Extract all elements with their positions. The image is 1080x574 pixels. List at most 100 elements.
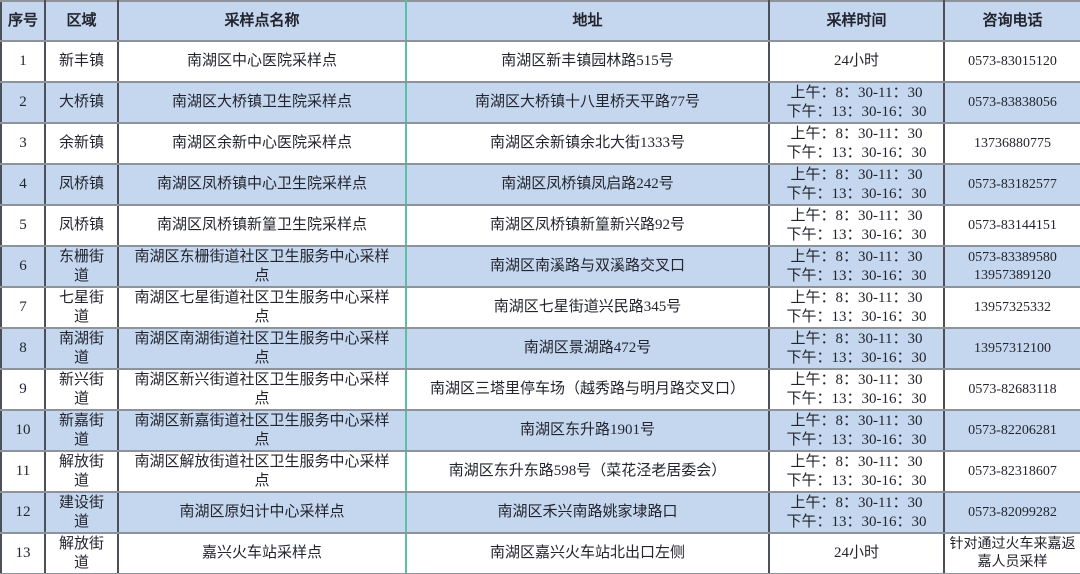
cell-time: 上午：8：30-11：30 下午：13：30-16：30	[768, 368, 945, 411]
cell-phone: 0573-83182577	[943, 163, 1080, 206]
table-row: 3 余新镇 南湖区余新中心医院采样点 南湖区余新镇余北大街1333号 上午：8：30-1…	[0, 122, 1080, 165]
cell-area: 东栅街道	[44, 245, 119, 288]
cell-area: 新兴街道	[44, 368, 119, 411]
cell-time: 上午：8：30-11：30 下午：13：30-16：30	[768, 163, 945, 206]
cell-line: 上午：8：30-11：30	[790, 85, 923, 102]
table-row: 7 七星街道 南湖区七星街道社区卫生服务中心采样点 南湖区七星街道兴民路345号 上午：…	[0, 286, 1080, 329]
cell-no: 1	[0, 40, 46, 83]
cell-phone: 0573-83144151	[943, 204, 1080, 247]
header-row: 序号 区域 采样点名称 地址 采样时间 咨询电话	[0, 0, 1080, 42]
cell-address: 南湖区余新镇余北大街1333号	[405, 122, 770, 165]
cell-phone: 0573-83015120	[943, 40, 1080, 83]
cell-area: 余新镇	[44, 122, 119, 165]
cell-line: 上午：8：30-11：30	[790, 413, 923, 430]
cell-name: 南湖区新嘉街道社区卫生服务中心采样点	[117, 409, 407, 452]
cell-phone: 0573-83389580 13957389120	[943, 245, 1080, 288]
table-row: 4 凤桥镇 南湖区凤桥镇中心卫生院采样点 南湖区凤桥镇凤启路242号 上午：8：30-1…	[0, 163, 1080, 206]
cell-line: 上午：8：30-11：30	[790, 167, 923, 184]
header-area: 区域	[44, 0, 119, 42]
cell-name: 南湖区新兴街道社区卫生服务中心采样点	[117, 368, 407, 411]
cell-phone: 0573-82099282	[943, 491, 1080, 534]
cell-line: 下午：13：30-16：30	[786, 308, 927, 325]
table-header: 序号 区域 采样点名称 地址 采样时间 咨询电话	[0, 0, 1080, 42]
cell-line: 0573-83182577	[968, 176, 1057, 192]
cell-line: 13736880775	[974, 135, 1051, 151]
cell-no: 2	[0, 81, 46, 124]
cell-address: 南湖区南溪路与双溪路交叉口	[405, 245, 770, 288]
cell-line: 0573-82099282	[968, 504, 1057, 520]
table-row: 1 新丰镇 南湖区中心医院采样点 南湖区新丰镇园林路515号 24小时 0573-8301…	[0, 40, 1080, 83]
cell-address: 南湖区三塔里停车场（越秀路与明月路交叉口）	[405, 368, 770, 411]
cell-phone: 0573-82206281	[943, 409, 1080, 452]
cell-name: 南湖区东栅街道社区卫生服务中心采样点	[117, 245, 407, 288]
table-row: 10 新嘉街道 南湖区新嘉街道社区卫生服务中心采样点 南湖区东升路1901号 上午：8：…	[0, 409, 1080, 452]
cell-name: 南湖区凤桥镇新篁卫生院采样点	[117, 204, 407, 247]
cell-no: 7	[0, 286, 46, 329]
cell-line: 下午：13：30-16：30	[786, 349, 927, 366]
cell-name: 南湖区南湖街道社区卫生服务中心采样点	[117, 327, 407, 370]
cell-area: 解放街道	[44, 532, 119, 574]
cell-line: 24小时	[833, 545, 879, 562]
cell-time: 上午：8：30-11：30 下午：13：30-16：30	[768, 491, 945, 534]
cell-no: 11	[0, 450, 46, 493]
cell-address: 南湖区景湖路472号	[405, 327, 770, 370]
cell-time: 上午：8：30-11：30 下午：13：30-16：30	[768, 409, 945, 452]
cell-time: 上午：8：30-11：30 下午：13：30-16：30	[768, 81, 945, 124]
header-phone: 咨询电话	[943, 0, 1080, 42]
table-row: 5 凤桥镇 南湖区凤桥镇新篁卫生院采样点 南湖区凤桥镇新篁新兴路92号 上午：8：30-…	[0, 204, 1080, 247]
cell-time: 24小时	[768, 40, 945, 83]
cell-line: 上午：8：30-11：30	[790, 249, 923, 266]
cell-phone: 0573-83838056	[943, 81, 1080, 124]
cell-area: 建设街道	[44, 491, 119, 534]
cell-time: 上午：8：30-11：30 下午：13：30-16：30	[768, 204, 945, 247]
cell-name: 南湖区大桥镇卫生院采样点	[117, 81, 407, 124]
cell-name: 南湖区中心医院采样点	[117, 40, 407, 83]
cell-line: 下午：13：30-16：30	[786, 472, 927, 489]
cell-phone: 0573-82683118	[943, 368, 1080, 411]
table-body: 1 新丰镇 南湖区中心医院采样点 南湖区新丰镇园林路515号 24小时 0573-8301…	[0, 40, 1080, 574]
cell-time: 24小时	[768, 532, 945, 574]
cell-address: 南湖区东升东路598号（菜花泾老居委会）	[405, 450, 770, 493]
cell-area: 解放街道	[44, 450, 119, 493]
cell-line: 下午：13：30-16：30	[786, 390, 927, 407]
cell-time: 上午：8：30-11：30 下午：13：30-16：30	[768, 286, 945, 329]
cell-time: 上午：8：30-11：30 下午：13：30-16：30	[768, 327, 945, 370]
cell-line: 下午：13：30-16：30	[786, 226, 927, 243]
cell-phone: 13736880775	[943, 122, 1080, 165]
table-row: 13 解放街道 嘉兴火车站采样点 南湖区嘉兴火车站北出口左侧 24小时 针对通过火车来嘉返…	[0, 532, 1080, 574]
cell-line: 0573-83015120	[968, 53, 1057, 69]
table-row: 2 大桥镇 南湖区大桥镇卫生院采样点 南湖区大桥镇十八里桥天平路77号 上午：8：30-…	[0, 81, 1080, 124]
cell-line: 下午：13：30-16：30	[786, 103, 927, 120]
cell-area: 凤桥镇	[44, 163, 119, 206]
cell-area: 新嘉街道	[44, 409, 119, 452]
cell-name: 南湖区七星街道社区卫生服务中心采样点	[117, 286, 407, 329]
cell-area: 大桥镇	[44, 81, 119, 124]
cell-line: 上午：8：30-11：30	[790, 454, 923, 471]
cell-no: 12	[0, 491, 46, 534]
cell-no: 5	[0, 204, 46, 247]
cell-phone: 13957325332	[943, 286, 1080, 329]
table-row: 6 东栅街道 南湖区东栅街道社区卫生服务中心采样点 南湖区南溪路与双溪路交叉口 上午：8…	[0, 245, 1080, 288]
table-row: 9 新兴街道 南湖区新兴街道社区卫生服务中心采样点 南湖区三塔里停车场（越秀路与明月路…	[0, 368, 1080, 411]
cell-line: 上午：8：30-11：30	[790, 495, 923, 512]
cell-line: 下午：13：30-16：30	[786, 185, 927, 202]
cell-line: 上午：8：30-11：30	[790, 372, 923, 389]
table-row: 12 建设街道 南湖区原妇计中心采样点 南湖区禾兴南路姚家埭路口 上午：8：30-11：…	[0, 491, 1080, 534]
cell-line: 上午：8：30-11：30	[790, 290, 923, 307]
cell-line: 下午：13：30-16：30	[786, 144, 927, 161]
cell-address: 南湖区东升路1901号	[405, 409, 770, 452]
cell-name: 南湖区余新中心医院采样点	[117, 122, 407, 165]
cell-no: 4	[0, 163, 46, 206]
header-time: 采样时间	[768, 0, 945, 42]
cell-phone: 13957312100	[943, 327, 1080, 370]
cell-no: 3	[0, 122, 46, 165]
header-no: 序号	[0, 0, 46, 42]
cell-no: 9	[0, 368, 46, 411]
table-row: 8 南湖街道 南湖区南湖街道社区卫生服务中心采样点 南湖区景湖路472号 上午：8：30…	[0, 327, 1080, 370]
cell-name: 南湖区原妇计中心采样点	[117, 491, 407, 534]
cell-line: 0573-82683118	[968, 381, 1057, 397]
cell-line: 下午：13：30-16：30	[786, 513, 927, 530]
cell-address: 南湖区凤桥镇新篁新兴路92号	[405, 204, 770, 247]
cell-line: 13957312100	[974, 340, 1051, 356]
